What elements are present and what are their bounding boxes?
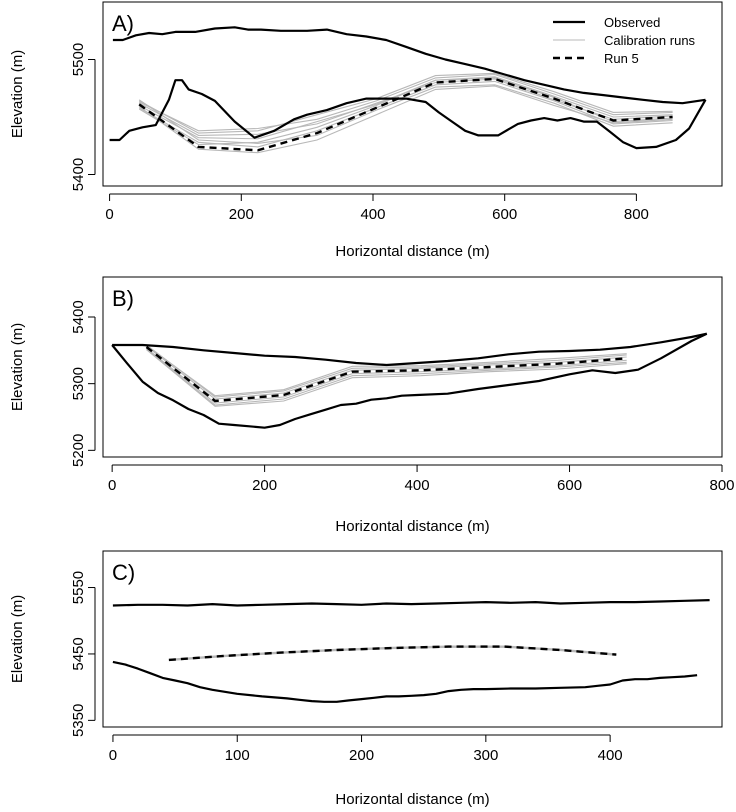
calibration-run-line	[138, 85, 673, 154]
x-tick-label: 0	[108, 477, 116, 494]
legend-entry: Calibration runs	[604, 33, 696, 48]
run5-line	[138, 77, 673, 152]
x-tick-label: 300	[473, 747, 498, 764]
observed-line-upper	[112, 26, 706, 105]
y-tick-label: 5350	[70, 704, 87, 737]
plot-frame	[102, 276, 723, 458]
panel-c: 0 100 200 300 400 5350 5450 5550 Horizontal dist…	[9, 550, 723, 808]
x-tick-label: 200	[252, 477, 277, 494]
legend: Observed Calibration runs Run 5	[553, 15, 696, 66]
run5-line	[168, 645, 617, 662]
observed-line-lower	[111, 332, 708, 429]
calibration-run-line	[146, 345, 627, 397]
x-axis-label: Horizontal distance (m)	[335, 518, 489, 535]
calibration-run-line	[146, 345, 627, 400]
y-tick-label: 5500	[70, 43, 87, 76]
y-axis-label: Elevation (m)	[9, 50, 26, 138]
x-tick-label: 400	[598, 747, 623, 764]
observed-line-lower	[112, 660, 698, 703]
x-tick-label: 800	[624, 206, 649, 223]
panel-b: 0 200 400 600 800 5200 5300 5400 Horizontal dist…	[9, 276, 735, 535]
calibration-run-line	[138, 80, 673, 148]
x-tick-label: 600	[492, 206, 517, 223]
calibration-run-line	[138, 72, 673, 134]
panel-label: B)	[112, 286, 134, 311]
calibration-run-line	[146, 347, 627, 404]
x-tick-label: 0	[105, 206, 113, 223]
panel-a: 0 200 400 600 800 5400 5500 Horizontal distance…	[9, 1, 723, 260]
run5-line	[145, 346, 627, 403]
y-tick-label: 5400	[70, 300, 87, 333]
plot-frame	[102, 1, 723, 187]
x-tick-label: 0	[109, 747, 117, 764]
x-tick-label: 200	[229, 206, 254, 223]
y-tick-label: 5450	[70, 637, 87, 670]
calibration-run-line	[146, 349, 627, 407]
observed-line-upper	[112, 332, 708, 367]
calibration-run-line	[146, 348, 627, 406]
x-axis-label: Horizontal distance (m)	[335, 243, 489, 260]
y-tick-label: 5200	[70, 434, 87, 467]
y-axis-label: Elevation (m)	[9, 595, 26, 683]
calibration-run-line	[146, 344, 627, 398]
x-tick-label: 100	[225, 747, 250, 764]
x-tick-label: 200	[349, 747, 374, 764]
calibration-run-line	[138, 73, 673, 132]
legend-entry: Run 5	[604, 51, 639, 66]
y-axis-label: Elevation (m)	[9, 323, 26, 411]
x-tick-label: 600	[557, 477, 582, 494]
observed-line-upper	[112, 599, 710, 607]
x-axis-label: Horizontal distance (m)	[335, 791, 489, 808]
y-tick-label: 5400	[70, 158, 87, 191]
x-tick-label: 400	[405, 477, 430, 494]
x-tick-label: 800	[709, 477, 734, 494]
x-tick-label: 400	[360, 206, 385, 223]
panel-label: A)	[112, 11, 134, 36]
calibration-run-line	[138, 77, 673, 140]
plot-frame	[102, 550, 723, 728]
panel-label: C)	[112, 560, 135, 585]
y-tick-label: 5300	[70, 367, 87, 400]
observed-line-lower	[109, 79, 707, 150]
y-tick-label: 5550	[70, 571, 87, 604]
legend-entry: Observed	[604, 15, 660, 30]
